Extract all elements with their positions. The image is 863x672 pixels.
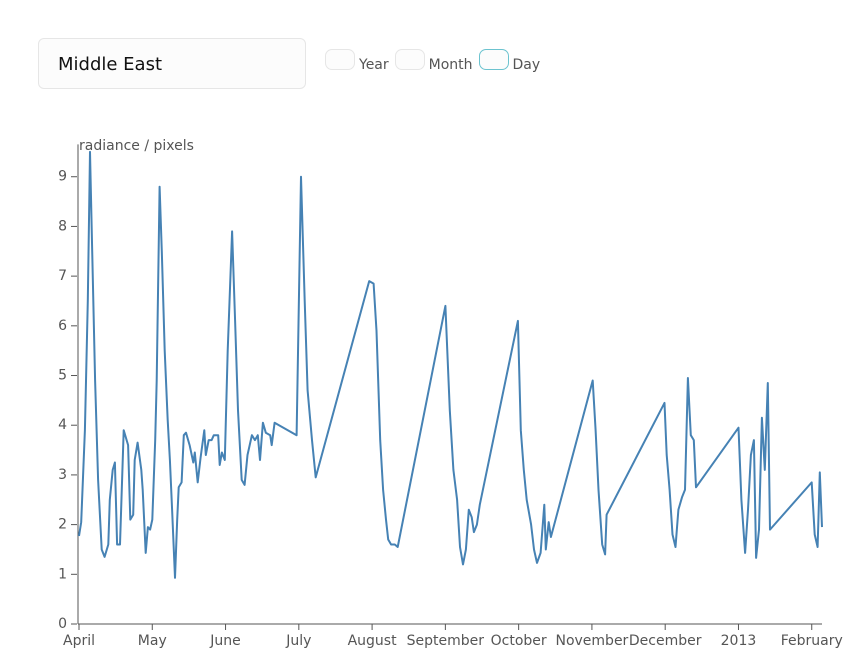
toggle-label: Month [428,57,473,73]
y-tick-label: 9 [58,169,67,185]
y-tick-label: 8 [58,218,67,234]
x-tick-label: June [209,633,241,649]
granularity-toggle[interactable]: Day [478,49,541,73]
data-line [78,150,823,579]
toggle-box [394,49,425,70]
toggle-box [325,49,355,70]
x-tick-label: October [491,633,547,649]
y-tick-label: 3 [58,467,67,483]
x-tick-label: July [285,633,311,649]
toggle-box [478,49,509,70]
granularity-toggle[interactable]: Month [394,49,473,73]
granularity-toggle[interactable]: Year [325,49,389,73]
toggle-label: Day [512,57,541,73]
x-tick-label: November [555,633,628,649]
y-tick-label: 0 [58,616,67,632]
y-tick-label: 1 [58,566,67,582]
region-input[interactable]: Middle East [38,38,306,89]
x-tick-label: December [629,633,702,649]
y-tick-label: 2 [58,517,67,533]
y-tick-label: 6 [58,318,67,334]
toggle-label: Year [359,57,389,73]
y-tick-label: 7 [58,268,67,284]
granularity-toggles: Year Month Day [325,49,541,73]
x-tick-label: August [348,633,398,649]
x-tick-label: 2013 [721,633,757,649]
x-tick-label: February [781,633,843,649]
y-tick-label: 5 [58,368,67,384]
x-tick-label: April [63,633,95,649]
y-axis-label: radiance / pixels [79,138,194,154]
y-tick-label: 4 [58,417,67,433]
x-tick-label: September [407,633,485,649]
x-tick-label: May [138,633,167,649]
